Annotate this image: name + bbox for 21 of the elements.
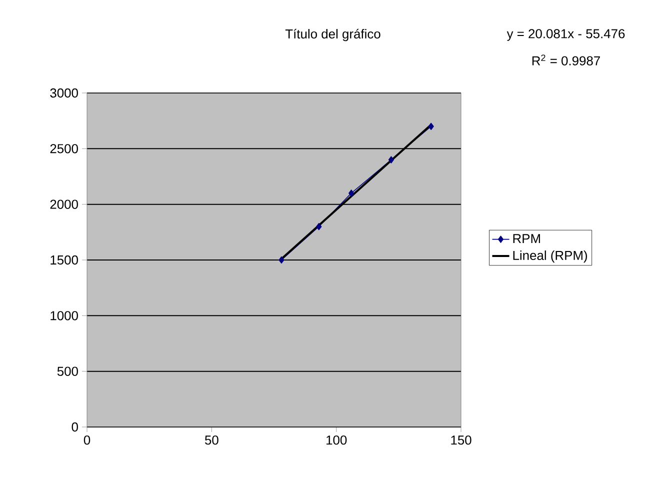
x-tick-label: 150 <box>451 436 472 445</box>
y-tick-label: 2000 <box>50 200 78 209</box>
point <box>348 190 354 197</box>
legend-label: Lineal (RPM) <box>513 250 587 263</box>
text: y = 20.081x - 55.476 <box>506 29 625 41</box>
y-tick-label: 1000 <box>50 311 78 320</box>
point <box>316 222 322 230</box>
y-tick-label: 2500 <box>50 144 78 154</box>
y-tick-label: 500 <box>57 366 78 376</box>
chart-title: Título del gráfico <box>285 28 380 42</box>
point <box>428 122 434 130</box>
x-tick-label: 50 <box>204 436 218 445</box>
x-tick-label: 0 <box>84 436 90 445</box>
y-tick-label: 1500 <box>50 255 78 265</box>
y-tick-label: 0 <box>72 422 78 432</box>
point <box>278 256 284 264</box>
legend-label: RPM <box>513 234 540 244</box>
y-tick-label: 3000 <box>50 88 78 98</box>
x-tick-label: 100 <box>326 436 347 445</box>
text: R$^{2}$ = 0.9987 <box>532 54 600 66</box>
point <box>388 156 394 164</box>
